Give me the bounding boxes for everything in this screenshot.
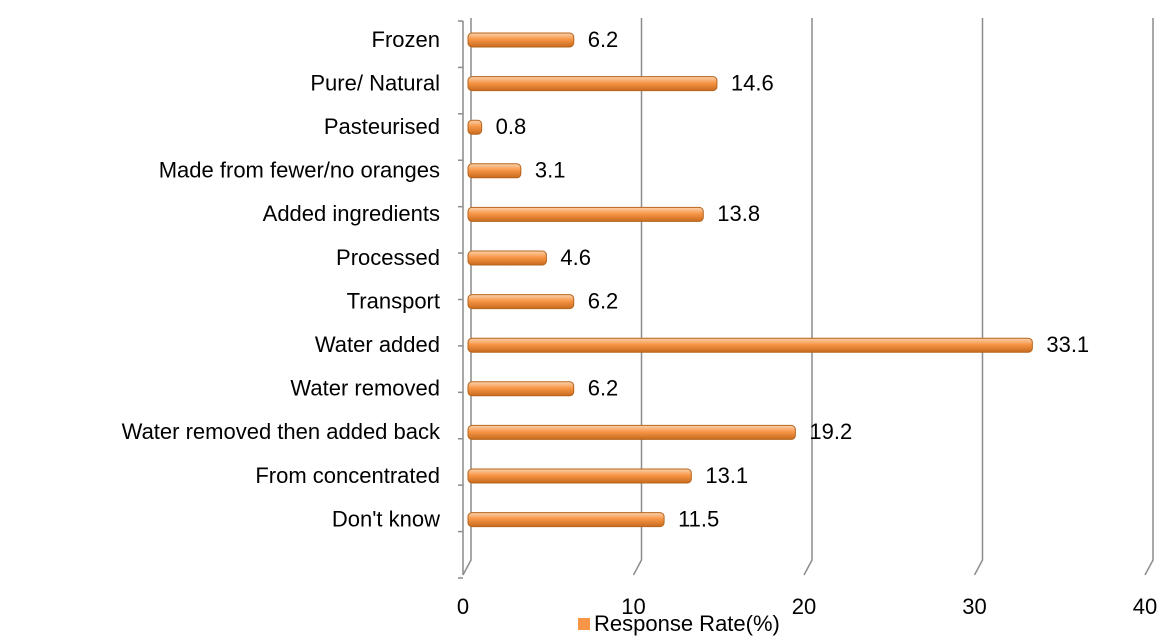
y-tick-label: Water removed (290, 376, 440, 401)
grid-line (632, 18, 643, 576)
data-label: 33.1 (1046, 332, 1089, 357)
x-tick-label: 40 (1133, 594, 1157, 619)
data-label: 6.2 (588, 376, 619, 401)
bar (467, 337, 1033, 353)
y-tick-label: Water added (315, 332, 440, 357)
y-tick-label: Pure/ Natural (310, 70, 440, 95)
bar (467, 381, 575, 397)
y-tick-label: Made from fewer/no oranges (159, 158, 440, 183)
data-label: 4.6 (560, 245, 591, 270)
grid-line (462, 18, 472, 576)
y-tick-label: Transport (347, 288, 440, 313)
y-tick-label: Don't know (332, 506, 440, 531)
y-tick-label: Frozen (372, 27, 440, 52)
data-label: 3.1 (535, 158, 566, 183)
bar (467, 163, 522, 179)
legend-label: Response Rate(%) (594, 611, 780, 636)
grid-line (1144, 18, 1154, 576)
data-label: 13.1 (705, 463, 748, 488)
x-tick-label: 20 (792, 594, 816, 619)
bar (467, 468, 692, 484)
bar (467, 119, 483, 135)
bar (467, 424, 796, 440)
bar (467, 206, 704, 222)
y-tick-label: Pasteurised (324, 114, 440, 139)
data-label: 13.8 (717, 201, 760, 226)
grid-line (973, 18, 984, 576)
data-label: 14.6 (731, 70, 774, 95)
bar (467, 294, 575, 310)
y-tick-label: From concentrated (255, 463, 440, 488)
data-label: 0.8 (496, 114, 527, 139)
bar (467, 512, 665, 528)
data-label: 11.5 (678, 506, 719, 531)
legend-swatch (578, 618, 590, 630)
y-tick-label: Added ingredients (263, 201, 440, 226)
y-tick-label: Processed (336, 245, 440, 270)
data-label: 6.2 (588, 288, 619, 313)
data-label: 6.2 (588, 27, 619, 52)
bar (467, 250, 547, 266)
x-tick-label: 30 (962, 594, 986, 619)
bar (467, 76, 718, 92)
grid-line (803, 18, 813, 576)
bar (467, 32, 575, 48)
x-tick-label: 10 (621, 594, 645, 619)
x-tick-label: 0 (457, 594, 469, 619)
data-label: 19.2 (809, 419, 852, 444)
y-tick-label: Water removed then added back (122, 419, 441, 444)
